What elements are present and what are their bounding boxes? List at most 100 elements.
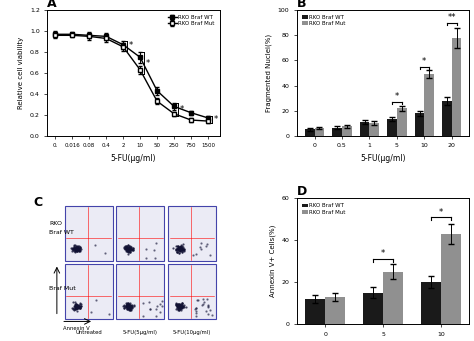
Point	[124, 242, 131, 247]
Text: **: **	[447, 13, 456, 22]
Point	[72, 246, 79, 251]
Point	[72, 248, 79, 253]
Point	[73, 302, 80, 308]
Point	[73, 306, 81, 311]
Point	[178, 246, 186, 251]
Point	[176, 304, 183, 309]
Point	[175, 301, 182, 307]
Text: C: C	[34, 196, 43, 209]
Bar	[360, 122, 369, 136]
Point	[178, 303, 185, 309]
Point	[174, 304, 182, 310]
Point	[142, 246, 150, 252]
Point	[72, 246, 79, 251]
Point	[127, 246, 134, 252]
Point	[127, 246, 134, 252]
Point	[125, 302, 133, 308]
Point	[75, 304, 82, 309]
Point	[125, 306, 133, 311]
Point	[177, 306, 184, 311]
Point	[75, 305, 83, 310]
Point	[72, 305, 80, 311]
Point	[72, 245, 80, 251]
Point	[76, 303, 83, 308]
Point	[175, 303, 183, 308]
Point	[178, 246, 185, 251]
Point	[124, 248, 131, 253]
Point	[127, 304, 135, 310]
Point	[173, 305, 181, 311]
Point	[175, 304, 182, 310]
Point	[178, 304, 185, 309]
Point	[173, 247, 181, 252]
Point	[124, 301, 131, 307]
Point	[88, 309, 95, 314]
Point	[122, 303, 129, 309]
Bar	[442, 101, 452, 136]
Bar	[424, 74, 434, 136]
Point	[175, 245, 182, 250]
Point	[172, 246, 180, 251]
Point	[173, 301, 180, 306]
Point	[72, 248, 80, 253]
Bar	[315, 128, 324, 136]
Point	[182, 305, 190, 310]
Text: *: *	[128, 41, 133, 50]
Point	[70, 246, 78, 251]
Point	[179, 248, 187, 253]
Text: Untreated: Untreated	[75, 330, 102, 335]
Point	[197, 247, 204, 252]
Point	[76, 305, 84, 310]
Point	[123, 245, 130, 250]
Point	[174, 306, 182, 311]
Bar	[452, 38, 461, 136]
Point	[71, 307, 78, 312]
Point	[139, 301, 147, 306]
Point	[72, 247, 80, 252]
Point	[126, 304, 133, 309]
Point	[197, 244, 204, 250]
Text: A: A	[47, 0, 57, 10]
Point	[127, 246, 134, 252]
Text: B: B	[297, 0, 307, 10]
Point	[178, 303, 185, 309]
Point	[124, 249, 131, 254]
Point	[125, 245, 133, 251]
Point	[127, 305, 134, 311]
Point	[127, 304, 134, 309]
Point	[73, 248, 80, 253]
Point	[177, 307, 184, 312]
Point	[124, 247, 132, 252]
Text: Annexin V: Annexin V	[64, 326, 90, 331]
Point	[72, 306, 80, 312]
Point	[129, 248, 137, 253]
Point	[73, 245, 81, 250]
Bar	[441, 234, 461, 324]
Point	[69, 299, 76, 305]
Point	[126, 248, 133, 254]
Point	[172, 300, 180, 306]
Point	[127, 246, 134, 251]
Point	[175, 246, 182, 251]
Point	[178, 249, 185, 254]
Point	[73, 302, 81, 308]
Point	[176, 301, 184, 307]
Point	[124, 246, 131, 251]
Point	[76, 300, 83, 306]
Point	[123, 246, 131, 251]
Point	[176, 303, 184, 309]
Bar	[64, 264, 113, 319]
Point	[173, 247, 181, 252]
Point	[173, 302, 181, 307]
Point	[73, 246, 81, 251]
Point	[76, 305, 84, 310]
Point	[176, 305, 184, 311]
Point	[129, 245, 137, 251]
Point	[73, 246, 81, 251]
Point	[206, 307, 213, 312]
Point	[75, 304, 83, 309]
Point	[72, 248, 79, 254]
Point	[101, 250, 109, 255]
Point	[67, 246, 74, 251]
Point	[174, 246, 182, 251]
